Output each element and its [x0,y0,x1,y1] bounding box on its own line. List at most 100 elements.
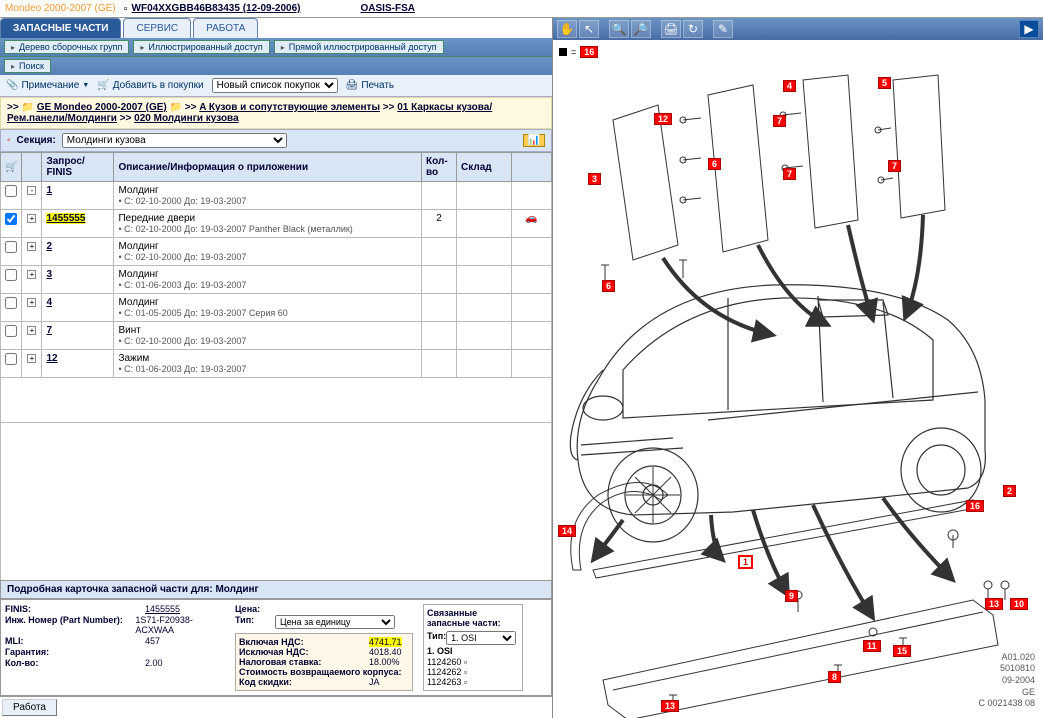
zoom-out-icon[interactable]: 🔎 [631,20,651,38]
row-check[interactable] [5,325,17,337]
nav-direct[interactable]: ▸Прямой иллюстрированный доступ [274,40,444,54]
callout-13[interactable]: 13 [985,598,1003,610]
diagram-svg [553,40,1043,718]
callout-7[interactable]: 7 [888,160,901,172]
section-tool[interactable]: 📊 [523,134,545,147]
expand-icon[interactable]: + [27,214,36,223]
zoom-in-icon[interactable]: 🔍 [609,20,629,38]
callout-16[interactable]: 16 [966,500,984,512]
add-action[interactable]: 🛒Добавить в покупки [97,80,203,91]
vin-link[interactable]: WF04XXGBB46B83435 (12-09-2006) [132,3,301,14]
expand-icon[interactable]: + [27,270,36,279]
table-row[interactable]: +4МолдингС: 01-05-2005 До: 19-03-2007 Се… [1,294,552,322]
related-type-select[interactable]: 1. OSI [446,631,516,645]
expand-icon[interactable]: + [27,242,36,251]
table-row[interactable]: +12ЗажимС: 01-06-2003 До: 19-03-2007 [1,350,552,378]
nav-bar-2: ▸Поиск [0,56,552,75]
oasis-link[interactable]: OASIS-FSA [361,3,415,14]
callout-15[interactable]: 15 [893,645,911,657]
bc-mold[interactable]: 020 Молдинги кузова [134,113,238,124]
related-item[interactable]: 1124260 ▫ [427,657,519,667]
table-row[interactable]: +1455555Передние двериС: 02-10-2000 До: … [1,210,552,238]
col-finis: Запрос/ FINIS [42,153,114,182]
callout-6[interactable]: 6 [602,280,615,292]
table-row[interactable]: +7ВинтС: 02-10-2000 До: 19-03-2007 [1,322,552,350]
part-num[interactable]: 3 [46,269,52,280]
expand-icon[interactable]: + [27,354,36,363]
price-type-select[interactable]: Цена за единицу [275,615,395,629]
callout-11[interactable]: 11 [863,640,881,652]
tab-work[interactable]: РАБОТА [193,18,258,38]
part-title: Молдинг [118,297,417,308]
callout-3[interactable]: 3 [588,173,601,185]
part-note: С: 02-10-2000 До: 19-03-2007 [118,336,417,346]
col-extra [512,153,552,182]
part-note: С: 01-06-2003 До: 19-03-2007 [118,280,417,290]
part-num[interactable]: 1 [46,185,52,196]
callout-5[interactable]: 5 [878,77,891,89]
part-num[interactable]: 2 [46,241,52,252]
finis-code[interactable]: 1455555 [46,213,85,224]
row-check[interactable] [5,297,17,309]
part-note: С: 01-06-2003 До: 19-03-2007 [118,364,417,374]
callout-7[interactable]: 7 [783,168,796,180]
finis-link[interactable]: 1455555 [145,604,180,614]
print-action[interactable]: 🖨Печать [346,80,394,91]
col-check: 🛒 [1,153,22,182]
callout-12[interactable]: 12 [654,113,672,125]
tab-parts[interactable]: ЗАПАСНЫЕ ЧАСТИ [0,18,121,38]
rel-item-icon[interactable]: ▫ [464,667,467,677]
row-check[interactable] [5,241,17,253]
row-check[interactable] [5,353,17,365]
col-expand [22,153,42,182]
related-item[interactable]: 1124263 ▫ [427,677,519,687]
note-icon: 📎 [6,80,18,91]
diagram-area[interactable]: =16 [553,40,1043,718]
callout-9[interactable]: 9 [785,590,798,602]
pointer-tool-icon[interactable]: ↖ [579,20,599,38]
part-num[interactable]: 4 [46,297,52,308]
expand-icon[interactable]: + [27,298,36,307]
part-num[interactable]: 12 [46,353,57,364]
callout-13[interactable]: 13 [661,700,679,712]
callout-14[interactable]: 14 [558,525,576,537]
edit-icon[interactable]: ✎ [713,20,733,38]
section-select[interactable]: Молдинги кузова [62,133,287,148]
related-item[interactable]: 1124262 ▫ [427,667,519,677]
table-row[interactable]: -1МолдингС: 02-10-2000 До: 19-03-2007 [1,182,552,210]
right-panel: ✋ ↖ 🔍 🔎 🖨 ↻ ✎ ▶ =16 [553,18,1043,718]
callout-6[interactable]: 6 [708,158,721,170]
callout-8[interactable]: 8 [828,671,841,683]
work-button[interactable]: Работа [2,699,57,716]
rel-item-icon[interactable]: ▫ [464,677,467,687]
bc-model[interactable]: GE Mondeo 2000-2007 (GE) [37,102,167,113]
bc-body[interactable]: A Кузов и сопутствующие элементы [199,102,380,113]
expand-icon[interactable]: + [27,326,36,335]
row-check[interactable] [5,185,17,197]
table-row[interactable]: +2МолдингС: 02-10-2000 До: 19-03-2007 [1,238,552,266]
callout-1[interactable]: 1 [738,555,753,569]
part-num[interactable]: 7 [46,325,52,336]
note-action[interactable]: 📎Примечание▼ [6,80,89,91]
print-tool-icon[interactable]: 🖨 [661,20,681,38]
row-check[interactable] [5,269,17,281]
callout-2[interactable]: 2 [1003,485,1016,497]
nav-illus[interactable]: ▸Иллюстрированный доступ [133,40,269,54]
row-check[interactable] [5,213,17,225]
top-bar: Mondeo 2000-2007 (GE) ▫ WF04XXGBB46B8343… [0,0,1043,18]
table-row[interactable]: +3МолдингС: 01-06-2003 До: 19-03-2007 [1,266,552,294]
reload-icon[interactable]: ↻ [683,20,703,38]
expand-icon[interactable]: ▶ [1019,20,1039,38]
tab-service[interactable]: СЕРВИС [123,18,191,38]
print-icon: 🖨 [346,80,359,91]
nav-tree[interactable]: ▸Дерево сборочных групп [4,40,129,54]
shoplist-select[interactable]: Новый список покупок [212,78,338,93]
hand-tool-icon[interactable]: ✋ [557,20,577,38]
rel-item-icon[interactable]: ▫ [464,657,467,667]
nav-search[interactable]: ▸Поиск [4,59,51,73]
model-label: Mondeo 2000-2007 (GE) [5,3,116,14]
expand-icon[interactable]: - [27,186,36,195]
callout-7[interactable]: 7 [773,115,786,127]
callout-4[interactable]: 4 [783,80,796,92]
callout-10[interactable]: 10 [1010,598,1028,610]
